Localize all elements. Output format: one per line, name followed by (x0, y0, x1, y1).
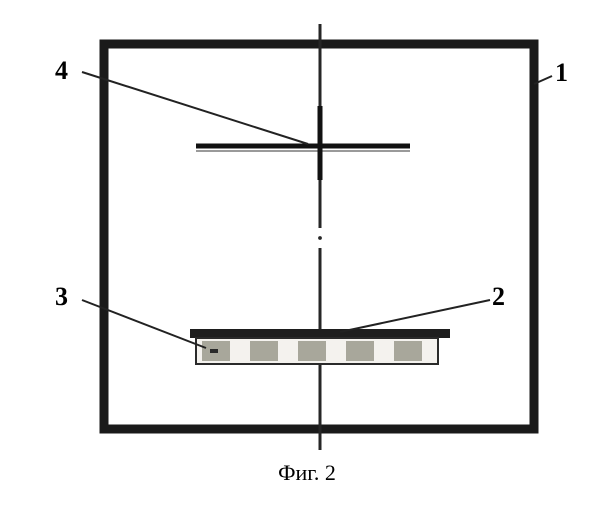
label-3: 3 (55, 282, 68, 312)
label-1: 1 (555, 58, 568, 88)
label-4: 4 (55, 56, 68, 86)
diagram-svg (0, 0, 614, 500)
label-2: 2 (492, 282, 505, 312)
figure-caption: Фиг. 2 (0, 460, 614, 486)
diagram-canvas: 1 2 3 4 Фиг. 2 (0, 0, 614, 500)
